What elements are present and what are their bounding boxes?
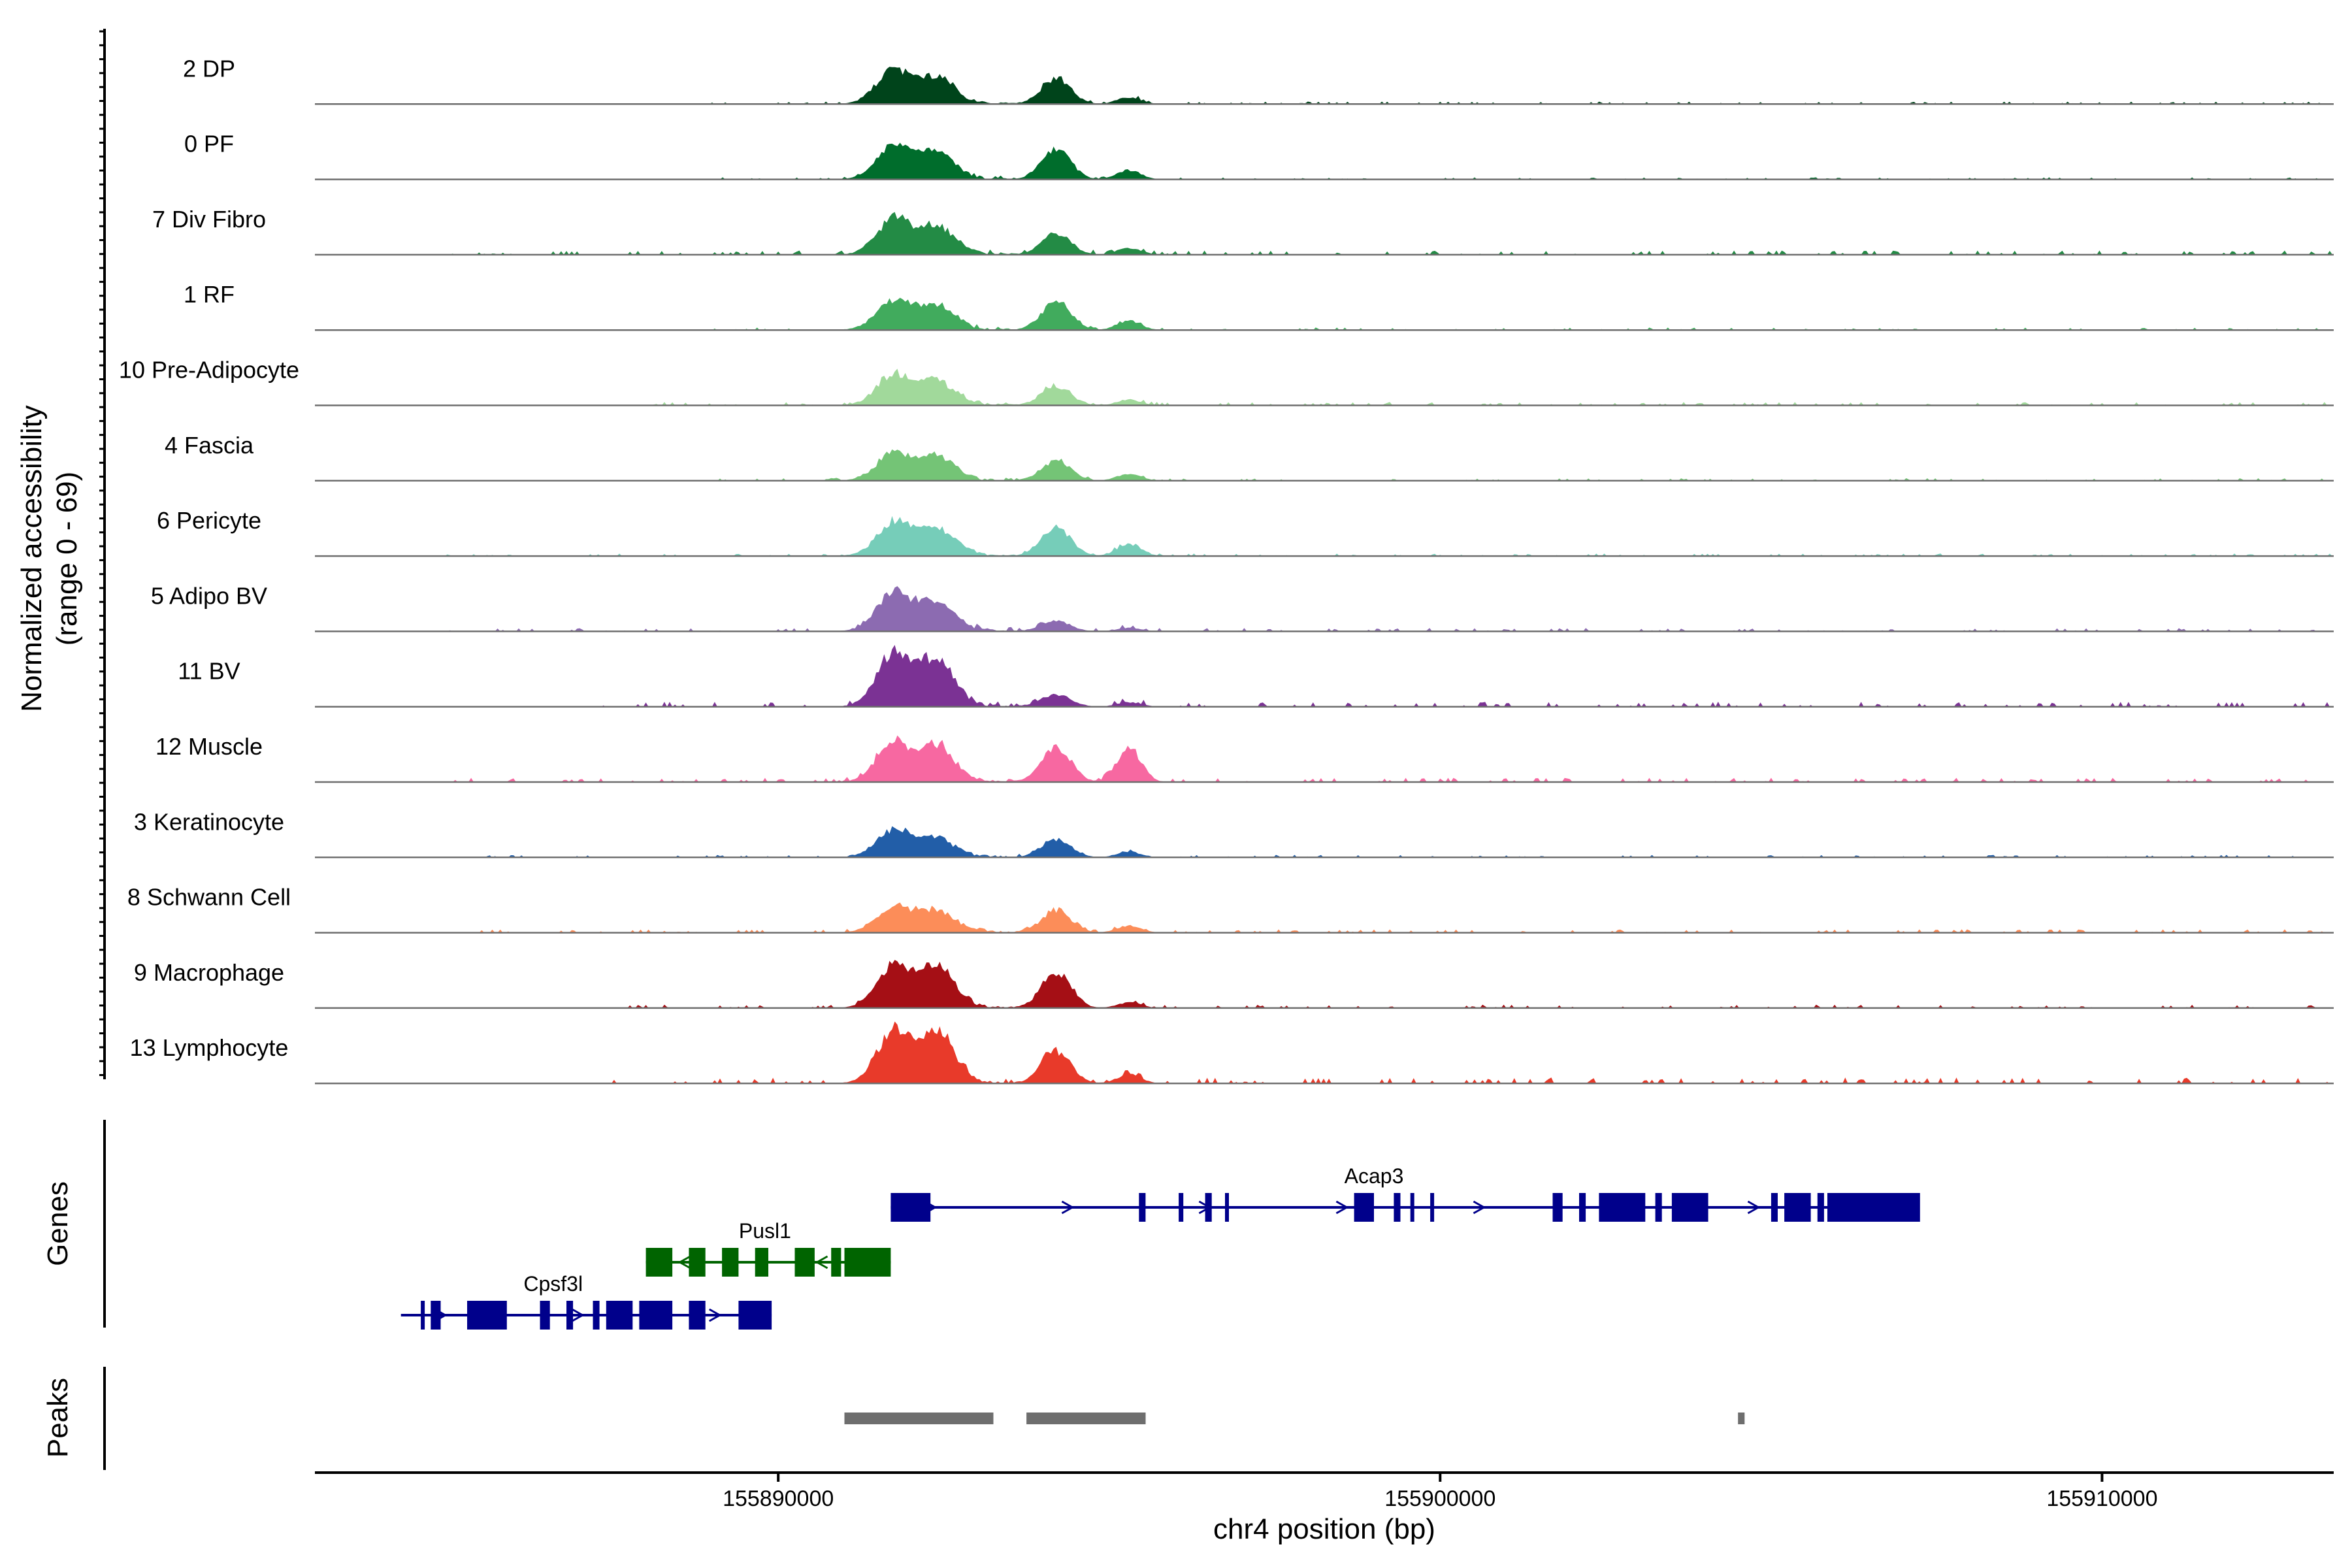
coverage-track: 11 BV	[178, 645, 2334, 708]
genes-panel-title: Genes	[42, 1181, 74, 1266]
gene-exon	[566, 1301, 574, 1330]
coverage-track: 5 Adipo BV	[151, 582, 2334, 632]
track-label: 2 DP	[183, 55, 235, 82]
gene-exon	[1354, 1193, 1374, 1222]
gene-exon	[1827, 1193, 1920, 1222]
coverage-track: 12 Muscle	[155, 733, 2334, 783]
gene-exon	[431, 1301, 441, 1330]
gene-exon	[421, 1301, 425, 1330]
gene-exon	[1655, 1193, 1662, 1222]
strand-arrow	[708, 1308, 722, 1322]
gene-models: Acap3 Pusl1 Cpsf3l	[400, 1164, 1920, 1330]
gene-exon	[1410, 1193, 1414, 1222]
gene-exon	[844, 1248, 891, 1277]
x-tick-label: 155900000	[1384, 1486, 1495, 1511]
track-label: 12 Muscle	[155, 733, 263, 760]
strand-arrow	[1061, 1200, 1075, 1215]
strand-arrow	[1473, 1200, 1486, 1215]
track-label: 10 Pre-Adipocyte	[119, 357, 299, 384]
gene-model: Cpsf3l	[400, 1272, 772, 1330]
coverage-y-axis-title: Normalized accessibility (range 0 - 69)	[16, 405, 83, 711]
coverage-track: 8 Schwann Cell	[127, 884, 2334, 934]
gene-exon	[890, 1193, 931, 1222]
gene-exon	[738, 1301, 772, 1330]
track-label: 9 Macrophage	[134, 959, 284, 986]
gene-exon	[1784, 1193, 1811, 1222]
x-axis-ticks: 155890000 155900000 155910000	[723, 1473, 2158, 1511]
x-tick-label: 155890000	[723, 1486, 834, 1511]
coverage-tracks: 2 DP 0 PF 7 Div Fibro 1 RF 10 Pre-Adipocyte 4…	[119, 55, 2334, 1085]
gene-model: Pusl1	[645, 1219, 891, 1277]
gene-exon	[831, 1248, 841, 1277]
gene-exon	[1205, 1193, 1212, 1222]
coverage-y-axis-ticks	[99, 30, 105, 1076]
gene-exon	[1139, 1193, 1146, 1222]
gene-label: Acap3	[1345, 1164, 1404, 1188]
gene-exon	[467, 1301, 507, 1330]
track-label: 7 Div Fibro	[152, 206, 266, 233]
strand-arrow	[815, 1255, 828, 1269]
gene-exon	[689, 1248, 706, 1277]
coverage-track: 7 Div Fibro	[152, 206, 2334, 256]
coverage-track: 9 Macrophage	[134, 959, 2334, 1009]
gene-exon	[794, 1248, 815, 1277]
coverage-track: 13 Lymphocyte	[130, 1021, 2334, 1085]
peak-region	[1738, 1413, 1745, 1424]
x-tick-label: 155910000	[2046, 1486, 2157, 1511]
gene-exon	[1671, 1193, 1708, 1222]
coverage-track: 6 Pericyte	[157, 507, 2334, 557]
gene-exon	[645, 1248, 673, 1277]
strand-arrow	[678, 1255, 691, 1269]
track-label: 5 Adipo BV	[151, 582, 267, 609]
track-label: 13 Lymphocyte	[130, 1034, 289, 1061]
peaks-panel-title: Peaks	[42, 1378, 74, 1458]
gene-exon	[755, 1248, 768, 1277]
gene-model: Acap3	[890, 1164, 1920, 1222]
gene-label: Pusl1	[739, 1219, 791, 1243]
track-label: 11 BV	[178, 658, 240, 685]
coverage-track: 3 Keratinocyte	[134, 808, 2334, 858]
track-label: 3 Keratinocyte	[134, 808, 284, 835]
gene-exon	[722, 1248, 739, 1277]
track-label: 8 Schwann Cell	[127, 884, 291, 911]
coverage-track: 10 Pre-Adipocyte	[119, 357, 2334, 406]
gene-exon	[689, 1301, 706, 1330]
x-axis-title: chr4 position (bp)	[1213, 1513, 1435, 1545]
gene-exon	[540, 1301, 550, 1330]
gene-exon	[593, 1301, 600, 1330]
gene-exon	[606, 1301, 633, 1330]
track-label: 6 Pericyte	[157, 507, 261, 534]
track-label: 1 RF	[184, 281, 235, 308]
coverage-track: 2 DP	[183, 55, 2334, 105]
track-label: 0 PF	[184, 131, 234, 157]
gene-exon	[1430, 1193, 1435, 1222]
strand-arrow	[1747, 1200, 1761, 1215]
gene-exon	[1599, 1193, 1646, 1222]
gene-exon	[1179, 1193, 1184, 1222]
gene-exon	[1394, 1193, 1401, 1222]
gene-exon	[1771, 1193, 1778, 1222]
gene-exon	[1552, 1193, 1563, 1222]
gene-exon	[1579, 1193, 1586, 1222]
peak-region	[1026, 1413, 1146, 1424]
y-axis-title-line2: (range 0 - 69)	[51, 472, 83, 646]
gene-exon	[639, 1301, 673, 1330]
strand-arrow	[1335, 1200, 1349, 1215]
gene-exon	[1225, 1193, 1229, 1222]
gene-exon	[1817, 1193, 1824, 1222]
coverage-track: 1 RF	[184, 281, 2334, 331]
coverage-track: 0 PF	[184, 131, 2334, 180]
strand-arrow	[571, 1308, 585, 1322]
peak-region	[844, 1413, 994, 1424]
y-axis-title-line1: Normalized accessibility	[16, 405, 48, 711]
peak-regions	[844, 1413, 1745, 1424]
gene-label: Cpsf3l	[523, 1272, 583, 1296]
track-label: 4 Fascia	[165, 432, 254, 459]
coverage-track: 4 Fascia	[165, 432, 2334, 482]
